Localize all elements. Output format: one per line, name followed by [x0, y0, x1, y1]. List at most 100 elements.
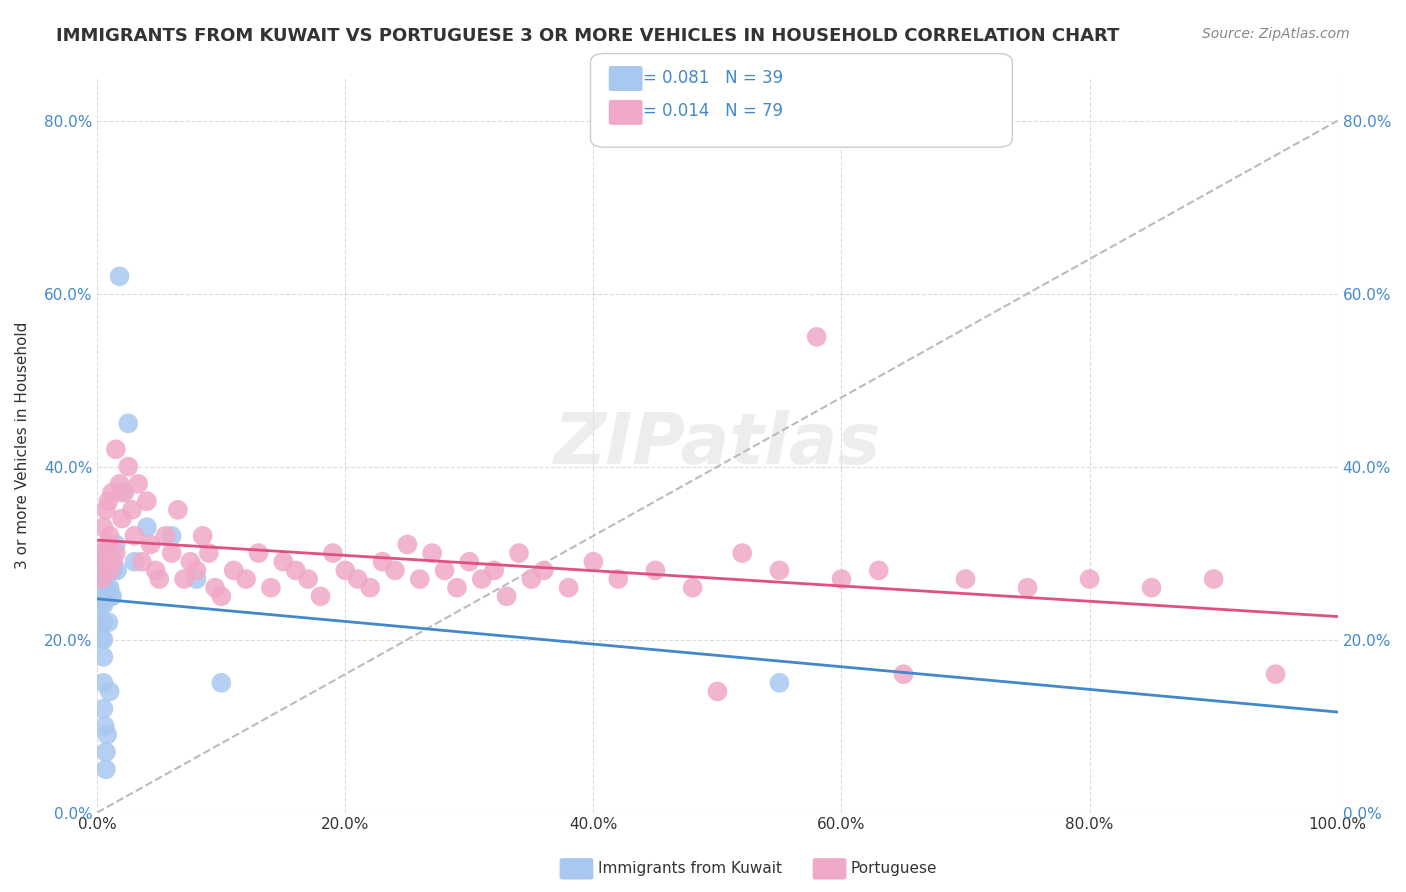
Point [433, 563, 456, 577]
Point [179, 555, 201, 569]
Point [104, 442, 127, 457]
Point [682, 581, 704, 595]
Point [91, 632, 114, 647]
Point [103, 563, 125, 577]
Point [209, 675, 232, 690]
Point [297, 572, 319, 586]
Point [508, 546, 530, 560]
Point [90, 572, 112, 586]
Point [93, 719, 115, 733]
Text: ZIPatlas: ZIPatlas [554, 410, 882, 480]
Point [124, 529, 146, 543]
Point [105, 563, 128, 577]
Point [868, 563, 890, 577]
Point [135, 494, 157, 508]
Point [893, 667, 915, 681]
Point [482, 563, 505, 577]
Point [97, 494, 120, 508]
Point [495, 590, 517, 604]
Point [94, 745, 117, 759]
Point [93, 598, 115, 612]
Point [111, 511, 134, 525]
Point [93, 702, 115, 716]
Point [117, 459, 139, 474]
Point [93, 649, 115, 664]
Point [90, 546, 112, 560]
Point [446, 581, 468, 595]
Point [359, 581, 381, 595]
Point [644, 563, 666, 577]
Point [98, 563, 121, 577]
Y-axis label: 3 or more Vehicles in Household: 3 or more Vehicles in Household [15, 321, 30, 569]
Point [186, 563, 208, 577]
Point [533, 563, 555, 577]
Point [409, 572, 432, 586]
Text: Source: ZipAtlas.com: Source: ZipAtlas.com [1202, 27, 1350, 41]
Text: Immigrants from Kuwait: Immigrants from Kuwait [598, 862, 782, 876]
Point [155, 529, 177, 543]
Point [471, 572, 494, 586]
Point [830, 572, 852, 586]
Point [335, 563, 357, 577]
Point [209, 590, 232, 604]
Point [103, 555, 125, 569]
Point [100, 590, 122, 604]
Point [1264, 667, 1286, 681]
Point [271, 555, 294, 569]
Point [93, 615, 115, 630]
Point [108, 476, 131, 491]
Point [384, 563, 406, 577]
Point [371, 555, 394, 569]
Point [91, 615, 114, 630]
Point [145, 563, 167, 577]
Point [557, 581, 579, 595]
Point [93, 675, 115, 690]
Point [322, 546, 344, 560]
Point [104, 546, 127, 560]
Point [135, 520, 157, 534]
Point [396, 537, 419, 551]
Point [148, 572, 170, 586]
Point [198, 546, 221, 560]
Point [90, 598, 112, 612]
Point [127, 476, 149, 491]
Point [222, 563, 245, 577]
Point [98, 684, 121, 698]
Point [93, 555, 115, 569]
Point [806, 330, 828, 344]
Text: R = 0.081   N = 39: R = 0.081 N = 39 [626, 70, 783, 87]
Point [139, 537, 162, 551]
Point [607, 572, 630, 586]
Text: R = 0.014   N = 79: R = 0.014 N = 79 [626, 103, 783, 120]
Point [131, 555, 153, 569]
Point [1202, 572, 1225, 586]
Point [108, 269, 131, 284]
Point [101, 485, 124, 500]
Text: Portuguese: Portuguese [851, 862, 938, 876]
Point [97, 563, 120, 577]
Point [186, 572, 208, 586]
Point [124, 555, 146, 569]
Point [91, 590, 114, 604]
Point [96, 728, 118, 742]
Point [204, 581, 226, 595]
Point [101, 590, 124, 604]
Point [768, 675, 790, 690]
Point [94, 762, 117, 776]
Point [731, 546, 754, 560]
Point [89, 563, 111, 577]
Point [420, 546, 443, 560]
Point [104, 537, 127, 551]
Point [1078, 572, 1101, 586]
Point [94, 503, 117, 517]
Point [768, 563, 790, 577]
Point [458, 555, 481, 569]
Point [582, 555, 605, 569]
Point [160, 546, 183, 560]
Point [98, 529, 121, 543]
Point [235, 572, 257, 586]
Point [520, 572, 543, 586]
Point [1017, 581, 1039, 595]
Point [93, 555, 115, 569]
Point [93, 546, 115, 560]
